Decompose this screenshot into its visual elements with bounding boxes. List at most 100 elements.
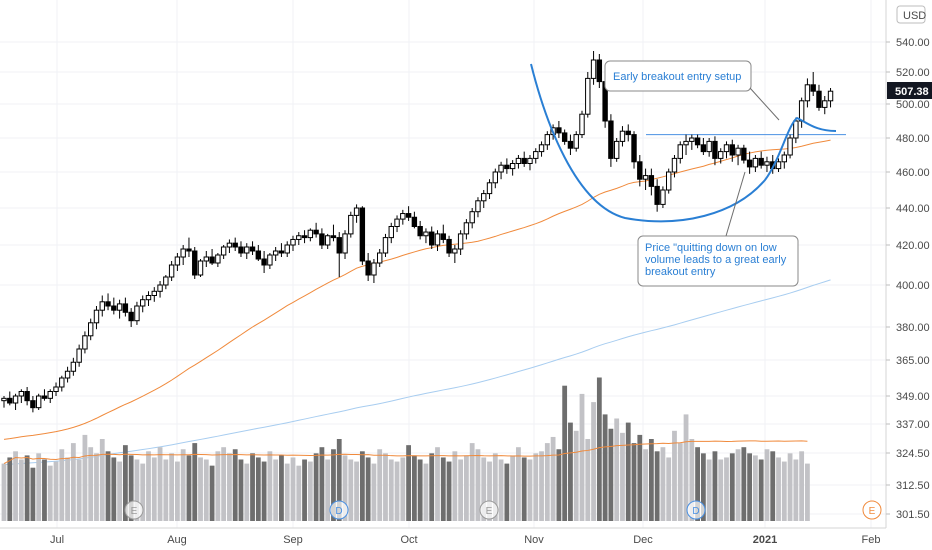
- candle-body: [238, 246, 244, 254]
- candle-body: [492, 171, 499, 184]
- moving-averages: [3, 139, 831, 466]
- volume-bar: [423, 463, 429, 521]
- candle-body: [746, 159, 753, 168]
- candle-body: [625, 130, 631, 136]
- volume-bar: [140, 463, 146, 521]
- candle-body: [463, 222, 470, 235]
- volume-bar: [683, 414, 689, 521]
- volume-bar: [521, 457, 527, 521]
- volume-bar: [157, 447, 163, 521]
- candle-body: [53, 386, 59, 392]
- candle-body: [758, 157, 764, 166]
- x-tick-label: Dec: [633, 534, 653, 546]
- price-axis: USD 507.38 540.00 520.00 500.00 480.00 460.0…: [885, 0, 932, 528]
- candle-body: [752, 157, 759, 168]
- annotation-volume-pointer: [725, 171, 746, 237]
- candle-body: [99, 301, 105, 311]
- volume-bar: [105, 451, 111, 521]
- volume-bar: [76, 459, 82, 521]
- candle-body: [677, 144, 683, 159]
- volume-bar: [186, 455, 192, 521]
- volume-bar: [250, 453, 255, 521]
- candle-body: [319, 233, 325, 246]
- candle-body: [561, 132, 568, 142]
- candle-body: [1, 397, 7, 402]
- event-marker-earnings: [479, 500, 499, 520]
- volume-bar: [648, 439, 654, 521]
- volume-bar: [764, 449, 770, 521]
- candle-body: [810, 84, 816, 92]
- volume-bar: [42, 459, 47, 521]
- candle-body: [434, 233, 441, 246]
- volume-bar: [695, 447, 700, 521]
- volume-bar: [290, 457, 296, 521]
- candle-body: [163, 276, 169, 286]
- candle-body: [174, 256, 181, 266]
- candle-body: [24, 391, 30, 402]
- volume-bar: [279, 455, 284, 521]
- candle-body: [423, 231, 429, 237]
- candle-body: [400, 213, 406, 220]
- annotations: Early breakout entry setup Price "quitti…: [604, 60, 799, 287]
- candle-body: [671, 157, 678, 173]
- volume-bar: [82, 434, 88, 521]
- candle-body: [377, 252, 383, 264]
- annotation-volume-line-3: breakout entry: [645, 266, 716, 278]
- volume-bar: [672, 430, 677, 521]
- x-tick-label: Jul: [50, 534, 64, 546]
- volume-bar: [146, 451, 151, 521]
- candle-body: [816, 90, 822, 108]
- candle-body: [642, 175, 649, 180]
- candle-body: [567, 140, 574, 149]
- volume-bar: [446, 461, 452, 521]
- candle-body: [631, 134, 637, 163]
- candle-body: [429, 231, 435, 246]
- candle-body: [700, 144, 707, 153]
- volume-bar: [348, 459, 354, 521]
- volume-bar: [533, 453, 539, 521]
- volume-bar: [198, 457, 203, 521]
- y-tick-label: 349.00: [896, 391, 930, 403]
- candle-body: [47, 391, 53, 399]
- volume-bar: [175, 461, 180, 521]
- volume-bar: [70, 443, 76, 521]
- volume-bar: [544, 443, 550, 521]
- candle-body: [556, 127, 562, 134]
- candle-body: [475, 200, 481, 213]
- candle-body: [637, 161, 643, 180]
- volume-bar: [666, 457, 672, 521]
- volume-bar: [394, 461, 400, 521]
- currency-badge[interactable]: [896, 5, 926, 24]
- volume-bar: [469, 443, 475, 521]
- candle-body: [342, 233, 348, 254]
- y-tick-label: 312.50: [896, 480, 930, 492]
- candle-body: [787, 137, 793, 156]
- candle-body: [521, 157, 527, 164]
- candle-body: [585, 77, 591, 115]
- volume-bar: [1, 463, 7, 521]
- candle-body: [579, 113, 585, 136]
- event-marker-dividend: [686, 500, 706, 520]
- candle-body: [452, 248, 458, 254]
- event-marker-label: D: [335, 506, 342, 517]
- volume-bar: [741, 447, 747, 521]
- y-tick-label: 440.00: [896, 203, 930, 215]
- volume-bar: [88, 447, 94, 521]
- volume-bar: [677, 443, 683, 521]
- volume-bar: [371, 463, 377, 521]
- volume-bar: [620, 432, 625, 521]
- volume-bar: [550, 436, 556, 521]
- candle-body: [509, 163, 516, 170]
- candle-body: [573, 134, 579, 149]
- event-marker-earnings: [124, 500, 144, 520]
- volume-bar: [787, 453, 793, 521]
- candle-body: [348, 214, 354, 235]
- volume-bar: [59, 449, 65, 521]
- y-tick-label: 400.00: [896, 280, 930, 292]
- candle-body: [186, 248, 192, 252]
- volume-bar: [747, 453, 753, 521]
- volume-bar: [458, 459, 464, 521]
- candle-body: [382, 237, 389, 254]
- candle-body: [741, 147, 747, 161]
- candle-body: [203, 256, 210, 262]
